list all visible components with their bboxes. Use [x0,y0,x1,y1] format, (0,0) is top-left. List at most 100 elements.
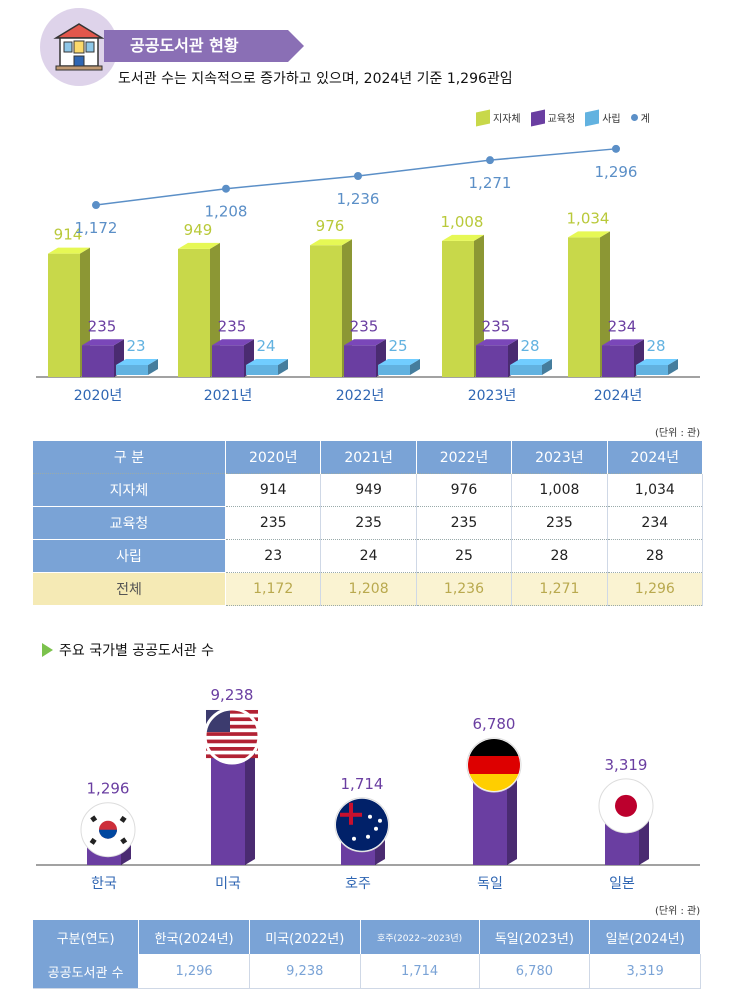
table-header-cell: 미국(2022년) [249,920,361,954]
legend-item-edu: 교육청 [530,109,576,126]
tick-label: 2020년 [74,388,123,404]
legend-label-total: 계 [640,114,650,125]
row-header-cell: 공공도서관 수 [33,954,140,989]
table-cell: 24 [320,539,417,573]
table-cell: 1,172 [225,572,322,606]
germany-flag-icon [466,737,522,793]
data-label: 24 [256,337,275,355]
table-cell: 1,296 [138,954,250,989]
table-header-cell: 2022년 [416,441,513,474]
data-label: 1,008 [441,213,484,231]
table-header-cell: 호주(2022~2023년) [360,920,480,954]
table-cell: 1,714 [360,954,480,989]
total-point [222,184,230,193]
bar-private-1 [246,359,288,375]
legend-swatch-total [630,114,638,121]
table-cell: 1,008 [511,473,608,507]
table-cell: 235 [320,506,417,540]
total-point [486,156,494,165]
data-label: 914 [54,226,83,244]
total-label: 1,208 [205,203,248,221]
data-label: 976 [316,217,345,235]
total-point [354,172,362,181]
data-label: 1,296 [87,780,130,798]
table-cell: 1,271 [511,572,608,606]
table-header-cell: 한국(2024년) [138,920,250,954]
table-cell: 28 [607,539,704,573]
data-label: 1,034 [567,209,610,227]
data-label: 28 [646,337,665,355]
library-building-icon [53,23,105,71]
data-label: 1,714 [341,775,384,793]
total-label: 1,271 [469,174,512,192]
tick-label: 미국 [215,876,241,892]
table-cell: 235 [225,506,322,540]
table-cell: 234 [607,506,704,540]
library-count-chart: 914 235 23 2020년 949 235 24 2021년 976 235 25 2022년 1… [36,144,700,404]
total-point [92,201,100,210]
table-cell: 1,208 [320,572,417,606]
row-header-cell: 지자체 [33,473,226,507]
table-header-cell: 2021년 [320,441,417,474]
table-header-cell: 독일(2023년) [479,920,591,954]
table-cell: 949 [320,473,417,507]
table-row: 전체 1,172 1,208 1,236 1,271 1,296 [33,572,704,606]
legend-item-total: 계 [630,110,650,125]
triangle-bullet-icon [42,643,53,657]
bar-private-3 [510,359,552,375]
data-label: 3,319 [605,756,648,774]
table-cell: 1,236 [416,572,513,606]
data-label: 235 [88,317,117,335]
table-cell: 23 [225,539,322,573]
bar-local-3 [442,234,484,377]
legend-item-private: 사립 [585,109,621,126]
total-point [612,144,620,153]
table-cell: 914 [225,473,322,507]
row-header-cell: 전체 [33,572,226,606]
table-cell: 6,780 [479,954,591,989]
tick-label: 호주 [345,876,371,892]
table-cell: 235 [416,506,513,540]
data-label: 949 [184,221,213,239]
table-row: 지자체 914 949 976 1,008 1,034 [33,473,704,507]
total-label: 1,296 [595,163,638,181]
tick-label: 2021년 [204,388,253,404]
legend-item-local: 지자체 [476,109,521,126]
data-label: 6,780 [473,715,516,733]
unit-label-2: (단위 : 관) [655,906,701,917]
table-row: 교육청 235 235 235 235 234 [33,506,704,540]
row-header-cell: 사립 [33,539,226,573]
data-label: 234 [608,317,637,335]
table-cell: 235 [511,506,608,540]
usa-flag-icon [203,707,261,765]
data-label: 9,238 [211,686,254,704]
data-label: 25 [388,337,407,355]
unit-label-1: (단위 : 관) [655,428,701,439]
table-cell: 3,319 [589,954,701,989]
total-label: 1,236 [337,190,380,208]
library-table: 구 분 2020년 2021년 2022년 2023년 2024년 지자체 914 949 97… [33,441,704,606]
table-header-cell: 일본(2024년) [589,920,701,954]
row-header-cell: 교육청 [33,506,226,540]
legend-label-local: 지자체 [493,114,521,125]
legend-label-private: 사립 [602,114,621,125]
table-header-row: 구 분 2020년 2021년 2022년 2023년 2024년 [33,441,704,474]
bar-private-2 [378,359,420,375]
table-header-cell: 2023년 [511,441,608,474]
table-header-cell: 2020년 [225,441,322,474]
data-label: 235 [350,317,379,335]
table-cell: 9,238 [249,954,361,989]
table-cell: 25 [416,539,513,573]
table-header-cell: 구 분 [33,441,226,474]
korea-flag-icon [80,802,136,858]
data-label: 235 [218,317,247,335]
page-subtitle: 도서관 수는 지속적으로 증가하고 있으며, 2024년 기준 1,296관임 [118,71,513,87]
chart-legend: 지자체 교육청 사립 계 [476,109,650,126]
australia-flag-icon [334,797,390,853]
data-label: 23 [126,337,145,355]
tick-label: 2023년 [468,388,517,404]
tick-label: 2022년 [336,388,385,404]
legend-label-edu: 교육청 [547,114,576,125]
table-header-row: 구분(연도) 한국(2024년) 미국(2022년) 호주(2022~2023년) 독일… [33,920,701,954]
tick-label: 한국 [91,876,117,892]
